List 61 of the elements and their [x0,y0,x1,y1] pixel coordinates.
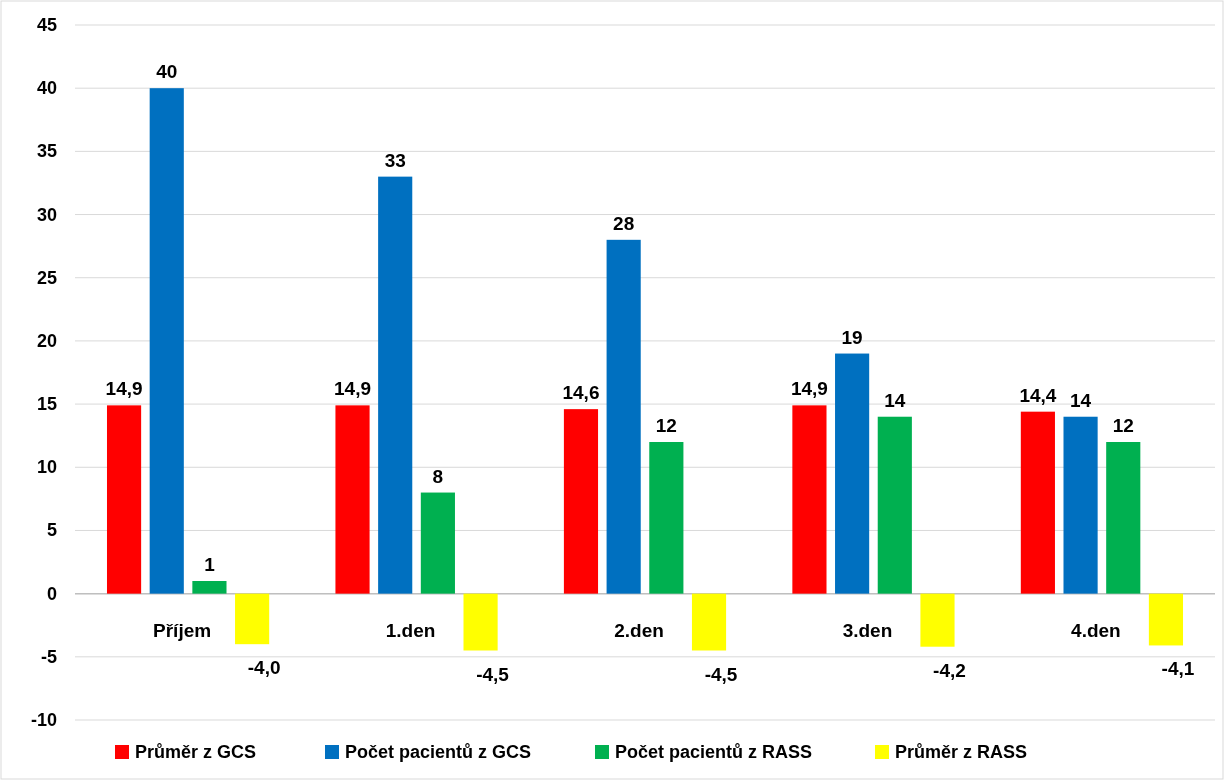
data-label: 19 [841,326,863,348]
bar [420,492,455,594]
y-tick-label: -10 [30,710,57,730]
bar [563,409,599,594]
data-label: 14,9 [334,378,372,400]
y-tick-label: 45 [36,15,57,35]
data-label: 28 [613,212,635,234]
bar [378,176,413,594]
y-tick-label: 35 [36,141,57,162]
data-label: 14,9 [790,378,828,400]
bar [1020,411,1055,594]
data-label: -4,1 [1161,658,1195,680]
y-tick-label: 40 [36,78,57,99]
x-tick-label: 2.den [614,619,664,641]
bar [149,88,184,594]
bar [835,353,870,594]
legend-label: Průměr z RASS [895,742,1028,762]
x-tick-label: 1.den [385,619,436,641]
x-tick-label: 3.den [842,619,893,641]
data-label: 1 [204,554,216,575]
y-tick-label: 0 [46,583,57,604]
data-label: 14 [884,389,906,411]
data-label: 40 [156,61,178,83]
y-tick-label: 15 [36,394,57,415]
bar [106,405,142,594]
legend-label: Počet pacientů z RASS [615,742,813,762]
legend-label: Počet pacientů z GCS [345,742,532,762]
data-label: 12 [655,415,677,436]
data-label: 14,9 [105,378,143,400]
data-label: -4,2 [933,659,966,681]
bar [235,593,270,645]
legend-label: Průměr z GCS [135,742,257,762]
data-label: 12 [1112,415,1134,436]
data-label: -4,5 [476,663,510,685]
bar [1148,593,1184,646]
data-label: 14 [1070,389,1092,411]
bar [606,239,641,594]
bar [792,405,827,594]
bar [192,581,227,594]
y-tick-label: 30 [36,204,57,225]
bar [920,593,955,647]
bar [691,593,727,651]
y-tick-label: 10 [36,457,57,478]
data-label: -4,5 [704,663,738,685]
bar [649,442,684,594]
data-label: 8 [432,465,444,487]
data-label: -4,0 [247,657,281,679]
bar [335,405,370,594]
y-tick-label: 20 [36,330,57,351]
bar [1106,442,1141,594]
x-tick-label: Příjem [153,619,212,641]
data-label: 14,6 [562,382,600,404]
data-label: 33 [384,149,406,171]
y-tick-label: 25 [36,267,57,288]
bar [1063,416,1098,594]
data-label: 14,4 [1019,384,1057,406]
x-tick-label: 4.den [1071,619,1121,641]
bar [463,593,498,651]
y-tick-label: 5 [46,520,57,541]
y-tick-label: -5 [40,646,57,667]
bar [877,416,912,594]
